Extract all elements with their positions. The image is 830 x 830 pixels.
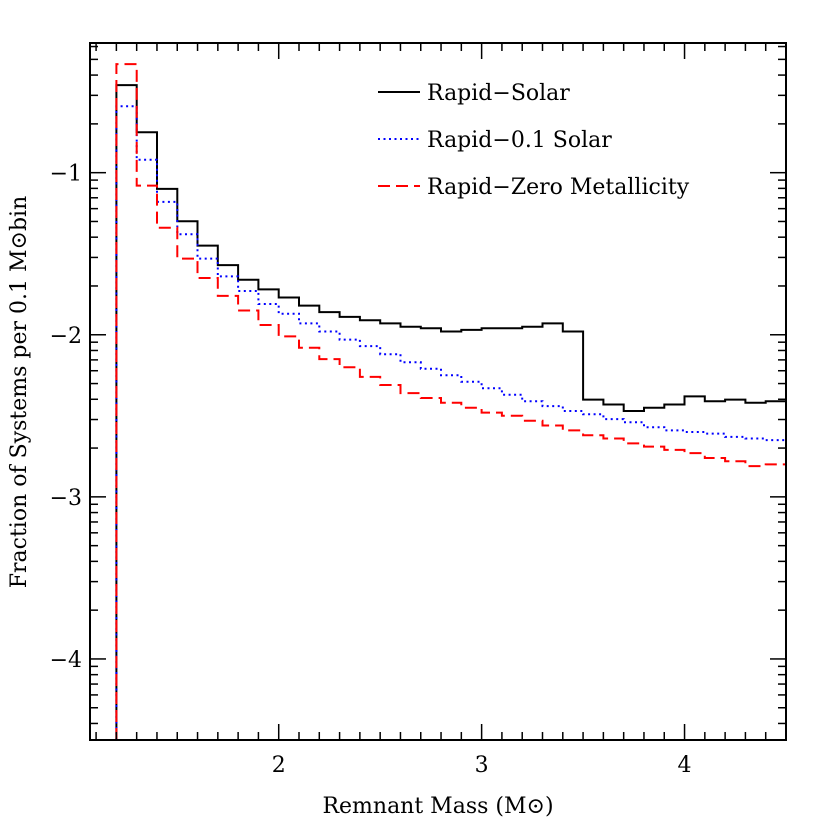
y-axis-label: Fraction of Systems per 0.1 M⊙bin — [7, 196, 32, 589]
y-tick-label: −3 — [50, 486, 82, 511]
series-line-2 — [115, 105, 786, 740]
y-tick-label: −4 — [50, 648, 82, 673]
x-tick-label: 2 — [272, 753, 286, 778]
x-tick-label: 4 — [678, 753, 692, 778]
y-tick-label: −1 — [50, 162, 82, 187]
series-line-3 — [115, 63, 786, 740]
legend-label-1: Rapid−Solar — [427, 81, 570, 106]
plot-frame — [89, 42, 787, 741]
series-layer — [115, 63, 786, 740]
x-axis-label: Remnant Mass (M⊙) — [322, 794, 553, 819]
legend-label-3: Rapid−Zero Metallicity — [427, 175, 690, 200]
x-tick-label: 3 — [475, 753, 489, 778]
y-tick-label: −2 — [50, 324, 82, 349]
series-line-1 — [115, 84, 786, 740]
tick-layer: 2 3 4 −1 −2 −3 −4 — [50, 43, 787, 778]
legend: Rapid−Solar Rapid−0.1 Solar Rapid−Zero Met… — [378, 81, 690, 200]
legend-label-2: Rapid−0.1 Solar — [427, 128, 612, 153]
